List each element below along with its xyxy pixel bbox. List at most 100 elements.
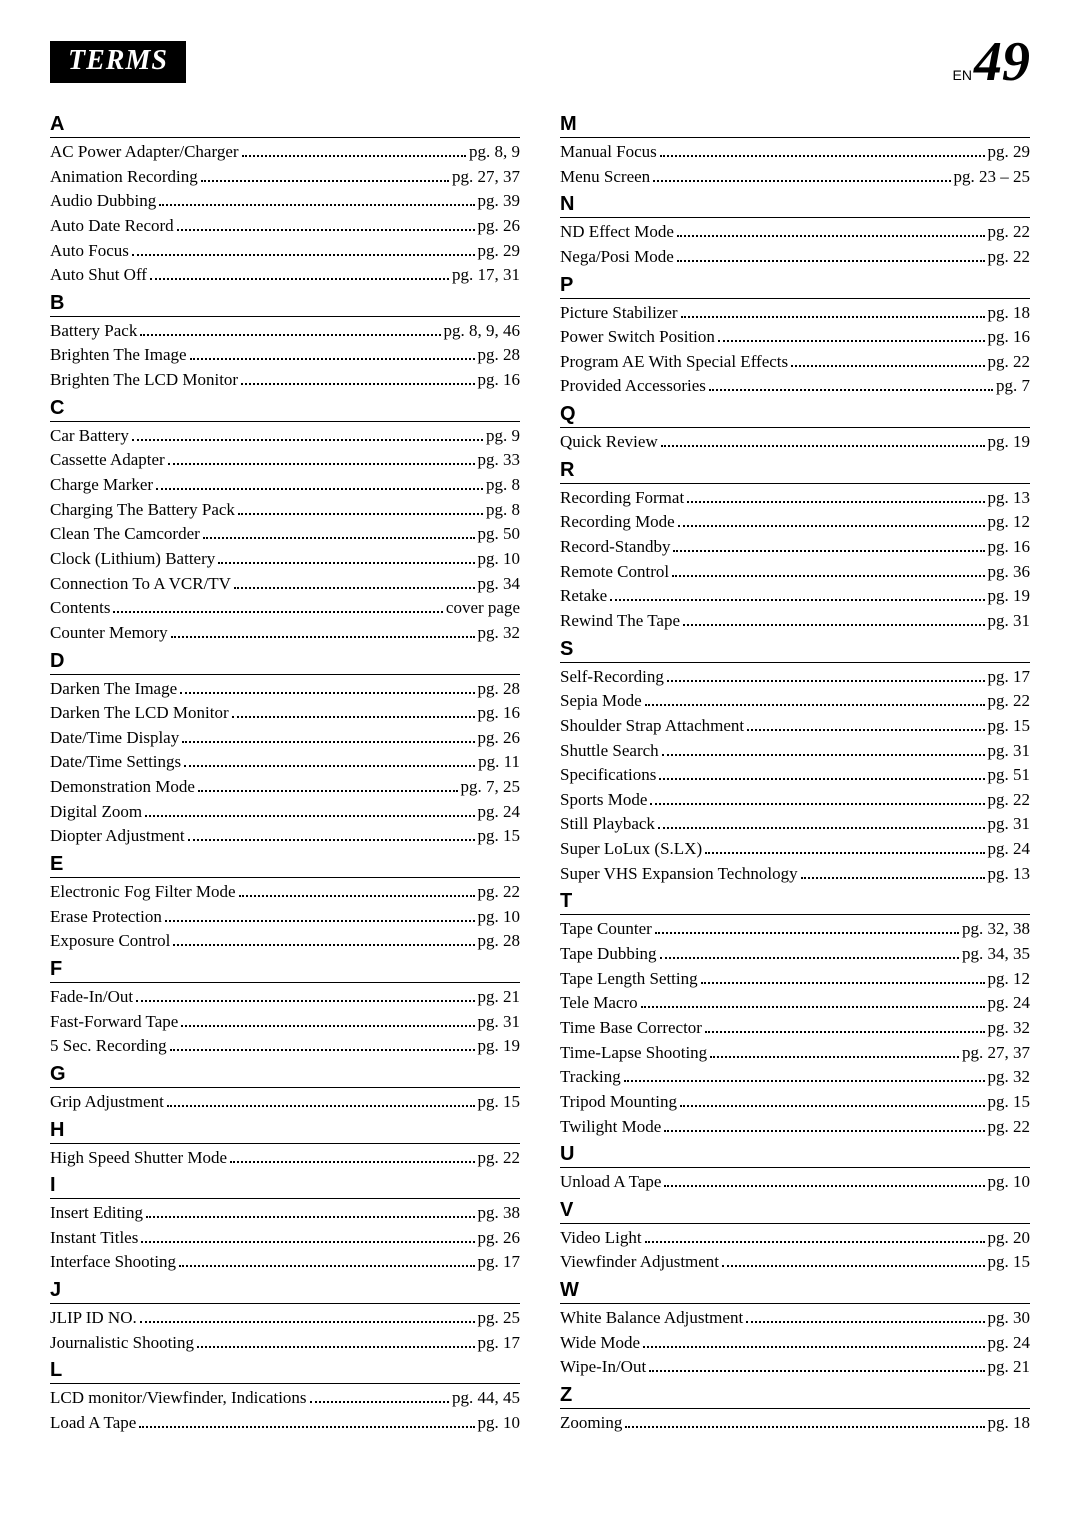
entry-term: Battery Pack [50,319,137,344]
entry-term: Tracking [560,1065,621,1090]
entry-page: pg. 20 [988,1226,1031,1251]
leader-dots [660,957,959,959]
entry-term: Sepia Mode [560,689,642,714]
index-entry: Fast-Forward Tape pg. 31 [50,1010,520,1035]
index-entry: Zooming pg. 18 [560,1411,1030,1436]
section-letter: L [50,1359,520,1384]
leader-dots [179,1265,474,1267]
entry-page: pg. 22 [988,350,1031,375]
entry-page: pg. 9 [486,424,520,449]
leader-dots [241,383,474,385]
index-entry: Menu Screen pg. 23 – 25 [560,165,1030,190]
index-entry: Manual Focus pg. 29 [560,140,1030,165]
entry-term: Car Battery [50,424,129,449]
entry-page: pg. 17 [478,1250,521,1275]
index-entry: Shuttle Search pg. 31 [560,739,1030,764]
index-entry: Shoulder Strap Attachment pg. 15 [560,714,1030,739]
entry-term: Darken The Image [50,677,177,702]
entry-term: Twilight Mode [560,1115,661,1140]
section-letter: Z [560,1384,1030,1409]
entry-page: pg. 16 [988,535,1031,560]
leader-dots [681,316,985,318]
entry-term: Auto Shut Off [50,263,147,288]
index-entry: Tracking pg. 32 [560,1065,1030,1090]
entry-page: pg. 24 [988,1331,1031,1356]
leader-dots [239,895,475,897]
entry-page: pg. 32 [988,1065,1031,1090]
leader-dots [146,1216,474,1218]
leader-dots [145,815,474,817]
leader-dots [139,1426,474,1428]
leader-dots [650,803,984,805]
entry-page: pg. 32 [478,621,521,646]
entry-term: Darken The LCD Monitor [50,701,229,726]
index-entry: Clean The Camcorder pg. 50 [50,522,520,547]
index-entry: Battery Pack pg. 8, 9, 46 [50,319,520,344]
section-letter: A [50,113,520,138]
index-entry: ND Effect Mode pg. 22 [560,220,1030,245]
entry-term: Retake [560,584,607,609]
leader-dots [203,537,475,539]
section-letter: E [50,853,520,878]
entry-term: Manual Focus [560,140,657,165]
index-entry: Contents cover page [50,596,520,621]
leader-dots [722,1265,984,1267]
leader-dots [667,680,985,682]
index-entry: Electronic Fog Filter Mode pg. 22 [50,880,520,905]
entry-page: pg. 13 [988,862,1031,887]
index-entry: Record-Standby pg. 16 [560,535,1030,560]
section-letter: P [560,274,1030,299]
entry-page: pg. 17 [988,665,1031,690]
entry-term: Animation Recording [50,165,198,190]
leader-dots [705,852,984,854]
entry-page: pg. 36 [988,560,1031,585]
index-entry: AC Power Adapter/Charger pg. 8, 9 [50,140,520,165]
index-entry: Viewfinder Adjustment pg. 15 [560,1250,1030,1275]
entry-page: pg. 22 [478,880,521,905]
index-entry: Darken The LCD Monitor pg. 16 [50,701,520,726]
entry-term: Brighten The LCD Monitor [50,368,238,393]
leader-dots [701,982,985,984]
entry-term: Erase Protection [50,905,162,930]
index-entry: Video Light pg. 20 [560,1226,1030,1251]
entry-term: Power Switch Position [560,325,715,350]
entry-page: pg. 31 [988,812,1031,837]
entry-term: Video Light [560,1226,642,1251]
entry-term: Counter Memory [50,621,168,646]
index-entry: Tape Length Setting pg. 12 [560,967,1030,992]
entry-page: pg. 7, 25 [461,775,521,800]
leader-dots [165,920,475,922]
index-entry: Connection To A VCR/TV pg. 34 [50,572,520,597]
leader-dots [610,599,984,601]
leader-dots [645,1241,985,1243]
entry-page: pg. 25 [478,1306,521,1331]
entry-term: Date/Time Display [50,726,179,751]
entry-page: pg. 22 [988,689,1031,714]
index-entry: Load A Tape pg. 10 [50,1411,520,1436]
leader-dots [156,488,483,490]
entry-term: Auto Focus [50,239,129,264]
entry-term: Recording Format [560,486,684,511]
leader-dots [181,1025,474,1027]
entry-page: pg. 16 [478,368,521,393]
leader-dots [230,1161,474,1163]
entry-term: Load A Tape [50,1411,136,1436]
entry-term: Zooming [560,1411,622,1436]
entry-page: pg. 29 [988,140,1031,165]
entry-term: Tripod Mounting [560,1090,677,1115]
leader-dots [625,1426,984,1428]
index-entry: Rewind The Tape pg. 31 [560,609,1030,634]
entry-term: Digital Zoom [50,800,142,825]
section-letter: B [50,292,520,317]
entry-term: Diopter Adjustment [50,824,185,849]
index-entry: Time-Lapse Shooting pg. 27, 37 [560,1041,1030,1066]
entry-page: pg. 34, 35 [962,942,1030,967]
entry-page: pg. 28 [478,343,521,368]
leader-dots [718,340,985,342]
entry-term: Demonstration Mode [50,775,195,800]
page-number-block: EN 49 [953,30,1030,94]
entry-page: pg. 18 [988,301,1031,326]
entry-term: Contents [50,596,110,621]
entry-page: pg. 19 [988,430,1031,455]
index-entry: Super VHS Expansion Technology pg. 13 [560,862,1030,887]
